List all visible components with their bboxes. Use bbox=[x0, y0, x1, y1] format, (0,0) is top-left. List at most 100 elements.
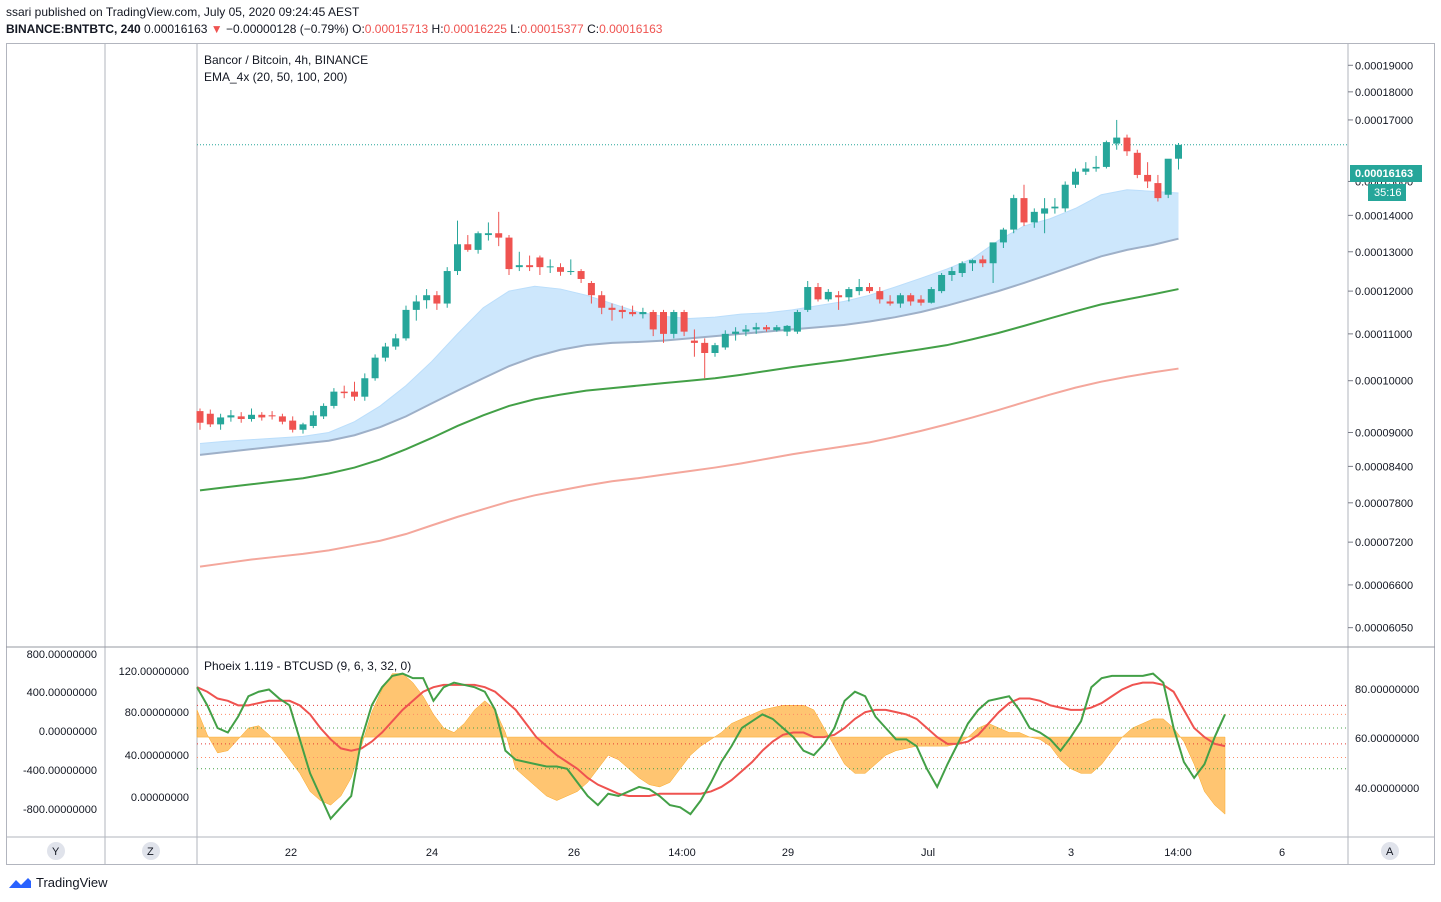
price-pane[interactable] bbox=[196, 119, 1349, 568]
candle-down bbox=[907, 295, 915, 302]
candle-up bbox=[474, 233, 482, 250]
price-tick-label: 0.00007200 bbox=[1355, 537, 1413, 549]
candle-down bbox=[618, 309, 626, 313]
z-button[interactable] bbox=[142, 842, 160, 860]
osc-green-line bbox=[196, 672, 1226, 821]
price-tick-label: 0.00009000 bbox=[1355, 427, 1413, 439]
price-tick-label: 0.00010000 bbox=[1355, 376, 1413, 388]
osc-inner-tick-label: 80.00000000 bbox=[125, 707, 189, 719]
candle-up bbox=[793, 312, 801, 332]
time-tick-label: 24 bbox=[426, 847, 438, 859]
published-line: ssari published on TradingView.com, July… bbox=[6, 5, 360, 19]
candle-down bbox=[763, 327, 770, 330]
candle-up bbox=[567, 271, 575, 273]
candle-up bbox=[412, 301, 420, 310]
candle-up bbox=[454, 244, 461, 272]
time-tick-label: 22 bbox=[285, 847, 297, 859]
ema-band bbox=[200, 189, 1179, 455]
z-button-label: Z bbox=[147, 846, 154, 858]
a-button[interactable] bbox=[1381, 842, 1399, 860]
osc-inner-tick-label: 0.00000000 bbox=[131, 792, 189, 804]
candle-down bbox=[690, 340, 698, 343]
candle-down bbox=[814, 287, 822, 300]
candle-up bbox=[371, 357, 379, 379]
candle-down bbox=[577, 271, 585, 279]
candle-up bbox=[515, 265, 523, 268]
candle-up bbox=[1010, 198, 1018, 230]
footer-brand[interactable]: TradingView bbox=[8, 875, 108, 890]
candle-down bbox=[835, 295, 843, 298]
ohlc-line: BINANCE:BNTBTC, 240 0.00016163 ▼ −0.0000… bbox=[6, 22, 662, 36]
candle-down bbox=[866, 287, 873, 292]
osc-inner-tick-label: 40.00000000 bbox=[125, 750, 189, 762]
candle-up bbox=[742, 329, 750, 332]
candle-down bbox=[629, 312, 637, 315]
candle-up bbox=[423, 295, 431, 301]
candle-up bbox=[804, 287, 812, 310]
candle-up bbox=[1072, 171, 1079, 185]
osc-red-line bbox=[196, 681, 1226, 797]
y-button[interactable] bbox=[47, 842, 65, 860]
candle-down bbox=[557, 267, 564, 272]
candle-down bbox=[268, 415, 276, 417]
candle-down bbox=[1133, 152, 1141, 175]
candle-up bbox=[381, 346, 389, 358]
price-tick-label: 0.00013000 bbox=[1355, 247, 1413, 259]
candle-down bbox=[1123, 137, 1131, 152]
osc-inner-tick-label: 120.00000000 bbox=[119, 666, 189, 678]
osc-outer-tick-label: -800.00000000 bbox=[23, 804, 97, 816]
close-label: C: bbox=[587, 22, 600, 36]
candle-down bbox=[505, 237, 513, 270]
candle-up bbox=[896, 295, 904, 304]
open-label: O: bbox=[352, 22, 365, 36]
candle-down bbox=[237, 416, 245, 420]
time-tick-label: 14:00 bbox=[1164, 847, 1192, 859]
candle-up bbox=[845, 289, 853, 298]
candle-up bbox=[1175, 144, 1182, 159]
candle-up bbox=[958, 263, 966, 274]
y-button-label: Y bbox=[52, 846, 60, 858]
ema50-line bbox=[199, 237, 1179, 456]
price-tick-label: 0.00011000 bbox=[1355, 329, 1412, 341]
candle-up bbox=[783, 325, 791, 332]
chart-frame bbox=[6, 43, 1435, 865]
candle-up bbox=[484, 233, 492, 236]
change-arrow: ▼ bbox=[210, 22, 223, 36]
price-tick-label: 0.00008400 bbox=[1355, 461, 1413, 473]
candle-up bbox=[248, 414, 255, 420]
price-tick-label: 0.00018000 bbox=[1355, 87, 1413, 99]
candle-down bbox=[433, 295, 441, 304]
candle-down bbox=[495, 233, 503, 238]
candle-up bbox=[402, 309, 410, 339]
last-price: 0.00016163 bbox=[144, 22, 208, 36]
candle-down bbox=[598, 295, 606, 308]
candle-down bbox=[979, 259, 987, 264]
candle-up bbox=[1113, 137, 1121, 144]
candle-up bbox=[948, 271, 956, 275]
candle-up bbox=[752, 327, 760, 330]
price-tag-bg bbox=[1350, 165, 1422, 182]
price-tick-label: 0.00019000 bbox=[1355, 60, 1413, 72]
candle-up bbox=[320, 405, 328, 417]
candle-up bbox=[670, 312, 678, 334]
oscillator-pane[interactable] bbox=[196, 672, 1348, 821]
time-tick-label: 3 bbox=[1068, 847, 1074, 859]
candle-down bbox=[351, 391, 358, 397]
candle-up bbox=[711, 345, 719, 353]
candle-down bbox=[701, 342, 709, 353]
countdown: 35:16 bbox=[1374, 187, 1402, 199]
candle-up bbox=[639, 312, 647, 315]
main-pane-title: Bancor / Bitcoin, 4h, BINANCE bbox=[204, 53, 368, 67]
candle-up bbox=[1082, 168, 1090, 172]
candle-down bbox=[526, 265, 534, 268]
candle-down bbox=[1144, 174, 1152, 182]
symbol-label: BINANCE:BNTBTC, 240 bbox=[6, 22, 141, 36]
candle-down bbox=[536, 257, 544, 268]
candle-up bbox=[1102, 142, 1110, 167]
osc-outer-tick-label: 800.00000000 bbox=[27, 649, 97, 661]
osc-outer-tick-label: 0.00000000 bbox=[39, 726, 97, 738]
price-tag: 0.00016163 bbox=[1355, 168, 1413, 180]
candle-up bbox=[969, 260, 976, 264]
candle-down bbox=[1020, 198, 1028, 223]
